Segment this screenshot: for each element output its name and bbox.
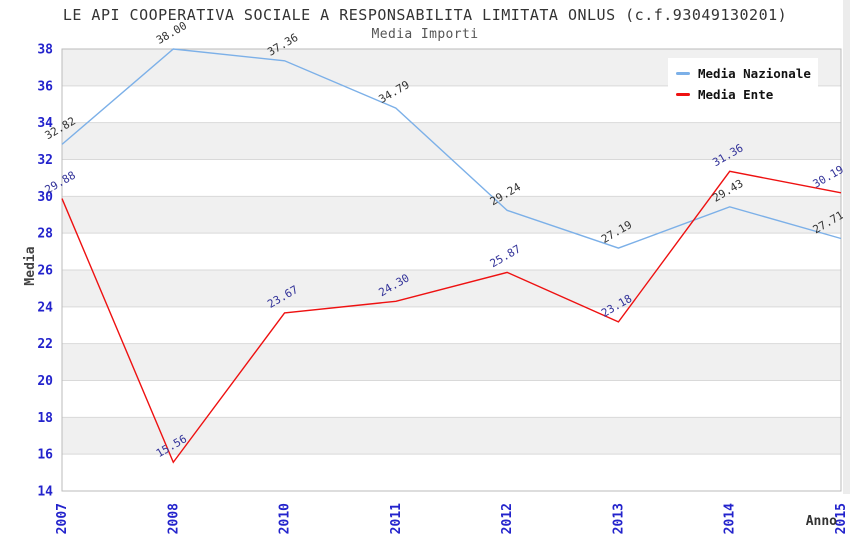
x-axis-title: Anno <box>805 514 837 529</box>
y-tick-label: 18 <box>37 411 53 426</box>
data-label: 29.88 <box>43 169 78 197</box>
x-tick-label: 2008 <box>166 503 181 534</box>
legend: Media Nazionale Media Ente <box>668 58 818 110</box>
y-tick-label: 14 <box>37 485 53 500</box>
series-line-media-ente <box>61 170 842 464</box>
y-axis-title: Media <box>23 246 38 286</box>
x-tick-label: 2012 <box>500 503 515 534</box>
x-tick-label: 2007 <box>55 503 70 534</box>
series-line-media-nazionale <box>61 48 842 249</box>
plot-band <box>62 196 841 234</box>
legend-swatch <box>676 72 690 75</box>
chart-subtitle: Media Importi <box>371 27 479 42</box>
y-tick-label: 26 <box>37 264 53 279</box>
legend-swatch <box>676 93 690 96</box>
x-tick-label: 2015 <box>834 503 849 534</box>
x-tick-label: 2011 <box>389 503 404 534</box>
x-tick-label: 2014 <box>723 503 738 534</box>
x-tick-label: 2010 <box>278 503 293 534</box>
y-tick-label: 28 <box>37 227 53 242</box>
y-tick-label: 30 <box>37 190 53 205</box>
chart-title: LE API COOPERATIVA SOCIALE A RESPONSABIL… <box>62 6 788 24</box>
plot-band <box>62 122 841 160</box>
legend-item-media-nazionale: Media Nazionale <box>676 63 818 84</box>
legend-item-media-ente: Media Ente <box>676 84 818 105</box>
plot-band <box>62 417 841 455</box>
y-tick-label: 36 <box>37 79 53 94</box>
legend-label: Media Ente <box>698 87 774 102</box>
y-tick-label: 32 <box>37 153 53 168</box>
y-tick-label: 34 <box>37 116 53 131</box>
data-label: 25.87 <box>488 242 523 270</box>
plot-band <box>62 343 841 381</box>
data-label: 38.00 <box>154 19 189 47</box>
plot-border <box>61 48 842 492</box>
y-tick-label: 20 <box>37 374 53 389</box>
x-tick-label: 2013 <box>611 503 626 534</box>
y-tick-label: 24 <box>37 300 53 315</box>
y-tick-label: 22 <box>37 337 53 352</box>
y-tick-label: 38 <box>37 43 53 58</box>
page-right-strip <box>843 0 850 494</box>
plot-band <box>62 270 841 307</box>
y-tick-label: 16 <box>37 448 53 463</box>
legend-label: Media Nazionale <box>698 66 811 81</box>
